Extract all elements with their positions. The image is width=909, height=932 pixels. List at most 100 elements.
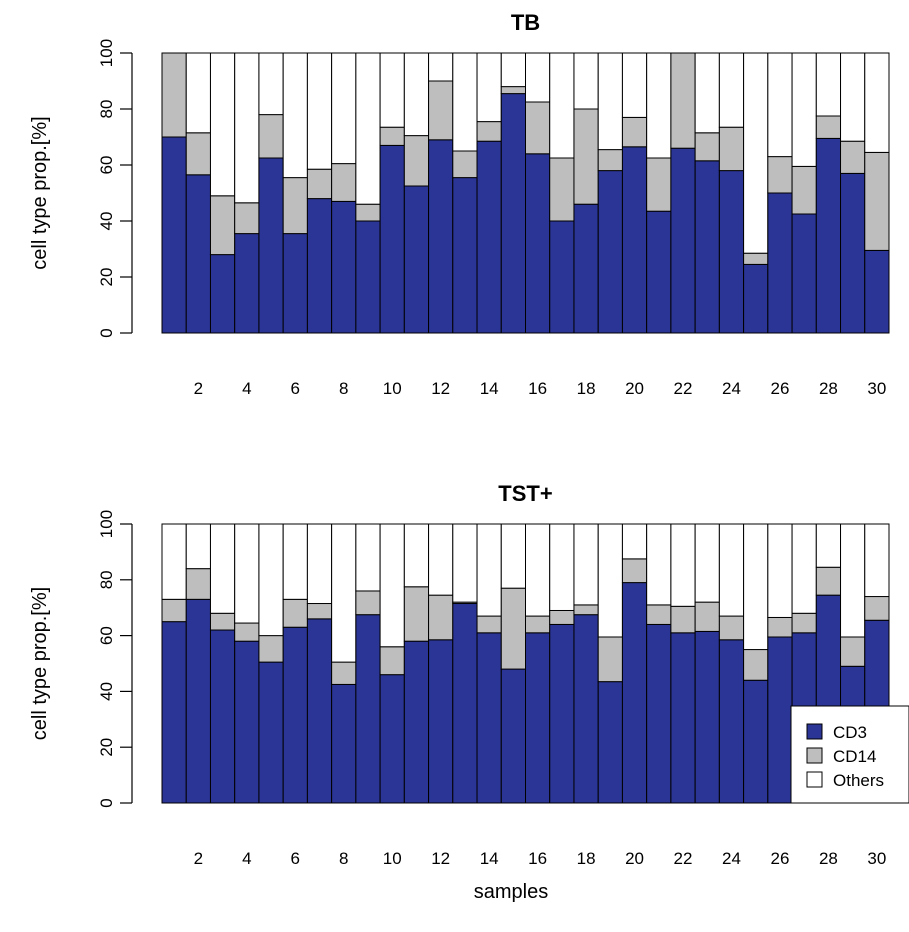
bar-cd3-sample-23 xyxy=(694,630,720,804)
bar-cd3-sample-20 xyxy=(621,582,648,804)
bar-cd14-sample-15 xyxy=(500,86,526,95)
bar-cd3-sample-17 xyxy=(549,623,575,804)
x-tick-label: 12 xyxy=(431,849,450,868)
bar-cd14-sample-3 xyxy=(209,612,236,631)
bar-cd3-sample-15 xyxy=(500,93,526,334)
bar-cd14-sample-17 xyxy=(549,609,575,625)
bar-cd3-sample-2 xyxy=(185,174,211,334)
bar-cd3-sample-11 xyxy=(403,640,430,804)
y-tick-label: 80 xyxy=(97,570,116,589)
bar-others-sample-16 xyxy=(525,523,551,617)
bar-cd3-sample-6 xyxy=(282,626,308,804)
bar-cd14-sample-10 xyxy=(379,646,405,676)
y-tick-label: 0 xyxy=(97,328,116,337)
bar-cd3-sample-21 xyxy=(646,623,672,804)
x-tick-label: 8 xyxy=(339,379,348,398)
bar-cd14-sample-21 xyxy=(646,157,672,212)
bar-others-sample-27 xyxy=(791,523,817,614)
x-tick-label: 30 xyxy=(867,849,886,868)
bar-cd14-sample-7 xyxy=(306,603,333,620)
bar-cd14-sample-20 xyxy=(621,558,648,584)
x-tick-label: 18 xyxy=(577,849,596,868)
bar-cd3-sample-15 xyxy=(500,668,526,804)
bar-cd14-sample-4 xyxy=(234,622,260,642)
bar-cd14-sample-4 xyxy=(234,202,260,235)
bar-cd14-sample-28 xyxy=(815,115,842,139)
bar-others-sample-8 xyxy=(331,52,357,165)
bar-cd3-sample-8 xyxy=(331,683,357,804)
y-tick-label: 20 xyxy=(97,268,116,287)
bar-cd3-sample-3 xyxy=(209,254,236,334)
x-tick-label: 26 xyxy=(770,849,789,868)
bar-others-sample-15 xyxy=(500,523,526,589)
y-tick-label: 80 xyxy=(97,100,116,119)
x-tick-label: 28 xyxy=(819,379,838,398)
bar-cd14-sample-14 xyxy=(476,121,502,142)
x-tick-label: 4 xyxy=(242,379,251,398)
bar-cd14-sample-26 xyxy=(767,156,793,194)
bar-cd3-sample-13 xyxy=(452,603,478,804)
bar-others-sample-7 xyxy=(306,523,333,605)
bar-others-sample-30 xyxy=(864,52,890,153)
bar-cd14-sample-11 xyxy=(403,135,430,187)
legend-swatch-others xyxy=(806,771,823,788)
bar-cd3-sample-12 xyxy=(428,139,454,334)
bar-cd3-sample-8 xyxy=(331,200,357,334)
bar-others-sample-7 xyxy=(306,52,333,170)
x-tick-label: 18 xyxy=(577,379,596,398)
bar-cd3-sample-29 xyxy=(840,172,866,334)
legend: CD3 CD14 Others xyxy=(790,705,909,804)
legend-swatch-cd3 xyxy=(806,723,823,740)
bar-cd14-sample-16 xyxy=(525,615,551,634)
x-tick-label: 10 xyxy=(383,379,402,398)
bar-cd3-sample-25 xyxy=(743,263,769,334)
bar-cd14-sample-6 xyxy=(282,177,308,235)
bar-cd14-sample-23 xyxy=(694,132,720,162)
bar-cd14-sample-2 xyxy=(185,568,211,600)
bar-others-sample-19 xyxy=(597,52,623,151)
bar-cd3-sample-28 xyxy=(815,137,842,334)
bar-cd3-sample-23 xyxy=(694,160,720,334)
x-tick-label: 14 xyxy=(480,379,499,398)
bar-others-sample-14 xyxy=(476,523,502,617)
bar-others-sample-10 xyxy=(379,52,405,128)
x-tick-label: 30 xyxy=(867,379,886,398)
x-tick-label: 6 xyxy=(291,849,300,868)
bar-cd3-sample-12 xyxy=(428,639,454,804)
bar-cd3-sample-14 xyxy=(476,140,502,334)
x-tick-label: 20 xyxy=(625,849,644,868)
bar-cd14-sample-28 xyxy=(815,566,842,596)
bar-cd14-sample-5 xyxy=(258,635,284,663)
y-tick-label: 60 xyxy=(97,626,116,645)
bar-others-sample-2 xyxy=(185,523,211,570)
bar-cd14-sample-22 xyxy=(670,52,696,149)
bar-others-sample-21 xyxy=(646,523,672,606)
bar-cd3-sample-5 xyxy=(258,661,284,804)
chart-title: TB xyxy=(511,10,540,35)
bar-cd14-sample-29 xyxy=(840,140,866,174)
bar-others-sample-9 xyxy=(355,52,381,205)
x-tick-label: 24 xyxy=(722,849,741,868)
legend-label-others: Others xyxy=(833,771,884,790)
bar-cd14-sample-27 xyxy=(791,165,817,215)
bar-cd14-sample-24 xyxy=(718,615,745,641)
bar-cd14-sample-30 xyxy=(864,151,890,251)
bar-cd14-sample-8 xyxy=(331,163,357,202)
bar-cd3-sample-3 xyxy=(209,629,236,804)
bar-others-sample-20 xyxy=(621,523,648,560)
bar-cd14-sample-18 xyxy=(573,604,599,616)
bar-others-sample-26 xyxy=(767,52,793,158)
bar-cd14-sample-1 xyxy=(161,52,187,138)
bar-others-sample-1 xyxy=(161,523,187,600)
bar-cd14-sample-15 xyxy=(500,587,526,670)
x-tick-label: 16 xyxy=(528,379,547,398)
bar-cd3-sample-22 xyxy=(670,632,696,804)
bar-others-sample-4 xyxy=(234,52,260,204)
bar-cd3-sample-19 xyxy=(597,170,623,334)
bar-cd14-sample-3 xyxy=(209,195,236,256)
bar-cd14-sample-20 xyxy=(621,116,648,148)
bar-cd3-sample-24 xyxy=(718,639,745,804)
bar-cd14-sample-12 xyxy=(428,594,454,641)
bar-others-sample-12 xyxy=(428,52,454,82)
